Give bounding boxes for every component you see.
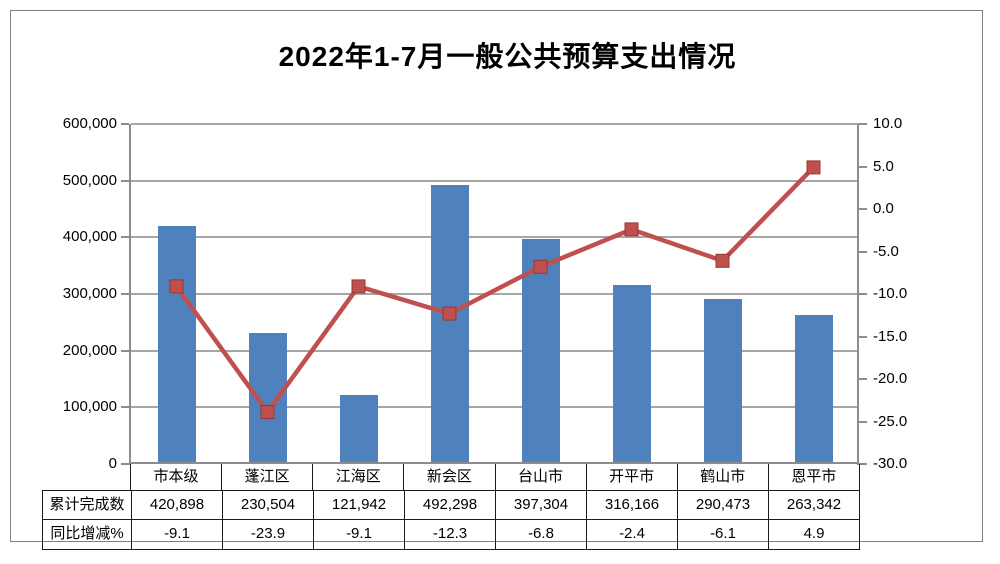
line-marker [169,279,184,294]
line-series-layer [169,160,821,420]
table-cell: 420,898 [132,491,223,519]
right-axis-tick [859,293,867,295]
line-series [174,165,816,416]
table-row: 同比增减% -9.1 -23.9 -9.1 -12.3 -6.8 -2.4 -6.1 4.9 [43,520,859,549]
left-axis-tick-label: 200,000 [62,341,117,359]
left-axis-tick [121,463,129,465]
right-axis-tick [859,250,867,253]
right-axis-tick [859,378,867,380]
row-label-cell: 累计完成数 [43,491,132,519]
right-axis-tick-label: 10.0 [873,115,903,132]
left-axis-tick-label: 0 [108,455,117,472]
table-cell: -23.9 [223,520,314,549]
category-cell: 台山市 [496,464,587,490]
bar [612,284,651,464]
gridline [131,349,859,352]
category-cell: 蓬江区 [222,464,314,490]
table-cell: -9.1 [132,520,223,549]
gridline [131,293,859,295]
right-axis-tick [859,335,867,338]
right-axis-tick-label: -10.0 [873,285,908,302]
left-axis-line [129,124,131,465]
table-cell: -9.1 [314,520,405,549]
table-cell: -6.8 [496,520,587,549]
right-axis-tick [859,165,867,168]
gridline [131,406,859,409]
left-axis-tick [121,236,129,239]
table-cell: 492,298 [405,491,496,519]
table-cell: -6.1 [678,520,769,549]
gridline [131,179,859,182]
category-cell: 市本级 [131,464,223,490]
line-marker [624,222,639,237]
bar [794,314,833,464]
right-axis-tick-label: 0.0 [873,200,894,217]
left-axis-tick [121,179,129,182]
chart-frame: 2022年1-7月一般公共预算支出情况 600,000 500,000 400,00… [10,10,983,550]
chart-title: 2022年1-7月一般公共预算支出情况 [278,41,737,72]
line-marker [715,253,730,268]
bar [521,238,560,464]
right-axis-line [857,124,859,465]
right-axis-tick [859,420,867,423]
line-marker [806,160,821,175]
plot-area [131,124,859,464]
category-axis-row: 市本级 蓬江区 江海区 新会区 台山市 开平市 鹤山市 恩平市 [130,464,860,490]
table-row: 累计完成数 420,898 230,504 121,942 492,298 397,304… [43,491,859,520]
bar [248,333,287,464]
line-marker [351,279,366,294]
bar [339,394,378,464]
right-axis-tick [859,123,867,125]
right-axis-tick-label: -20.0 [873,370,908,387]
category-cell: 开平市 [587,464,678,490]
category-cell: 江海区 [313,464,405,490]
table-cell: -12.3 [405,520,496,549]
table-cell: 397,304 [496,491,587,519]
table-cell: 316,166 [587,491,678,519]
table-cell: 4.9 [803,525,825,542]
table-cell: 121,942 [314,491,405,519]
left-axis-tick [121,349,129,352]
right-axis-tick-label: 5.0 [873,157,894,175]
left-axis-tick [121,293,129,295]
left-axis-tick-label: 300,000 [62,285,117,302]
table-cell: 230,504 [223,491,314,519]
row-label-cell: 同比增减% [43,520,132,549]
right-axis-tick-label: -30.0 [873,455,908,472]
bar [157,225,196,464]
left-axis-tick [121,406,129,409]
left-axis-tick-label: 100,000 [62,398,117,416]
bar [430,185,469,464]
category-axis-line [129,462,859,464]
line-marker [533,259,548,274]
right-axis-tick-label: -25.0 [873,412,908,430]
left-axis-tick-label: 500,000 [62,171,117,189]
line-marker [260,405,275,420]
right-axis-tick-label: -5.0 [873,242,899,260]
line-marker [442,306,457,321]
category-cell: 鹤山市 [678,464,769,490]
table-cell: -2.4 [587,520,678,549]
category-cell: 新会区 [404,464,496,490]
right-axis-tick [859,208,867,210]
bar [703,299,742,464]
table-cell: 290,473 [678,491,769,519]
right-axis-tick-label: -15.0 [873,327,908,345]
gridline [131,123,859,125]
table-cell: 263,342 [786,496,842,513]
left-axis-tick-label: 600,000 [62,115,117,132]
category-cell: 恩平市 [769,464,860,490]
left-axis-tick-label: 400,000 [62,228,117,246]
left-axis-tick [121,123,129,125]
gridline [131,236,859,239]
data-table: 累计完成数 420,898 230,504 121,942 492,298 397,304… [42,490,860,550]
right-axis-tick [859,463,867,465]
